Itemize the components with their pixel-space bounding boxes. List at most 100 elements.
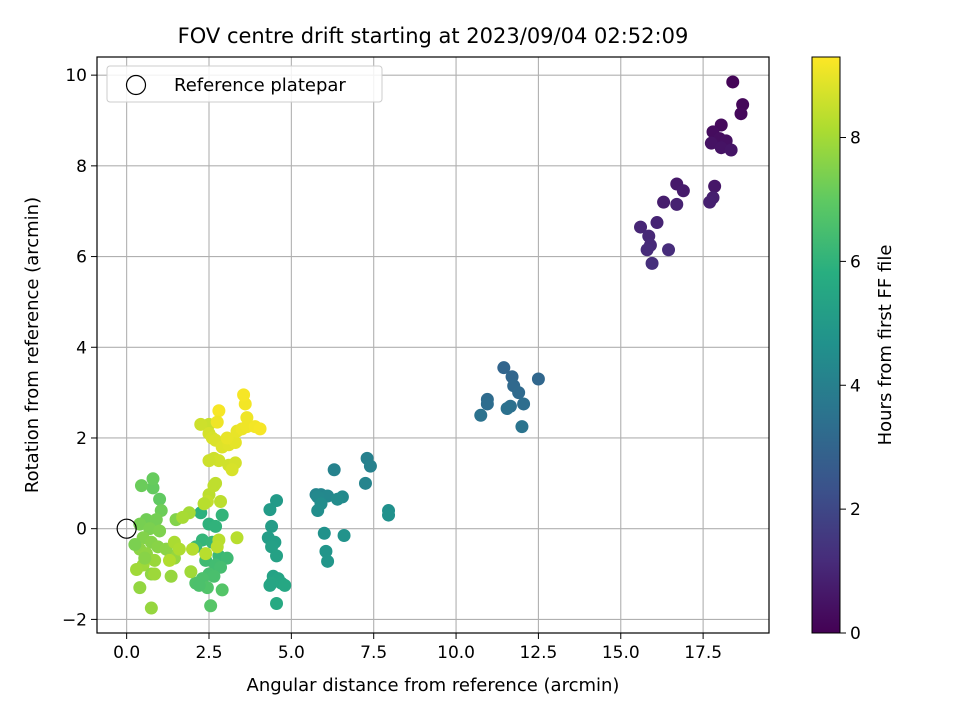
data-point <box>130 563 144 577</box>
data-point <box>500 401 514 415</box>
axis-ticks: 0.0 2.5 5.0 7.5 10.0 12.5 15.0 17.5 −2 0 2 4 6 8 10 <box>62 66 722 663</box>
data-point <box>708 179 722 193</box>
data-point <box>197 497 211 511</box>
data-point <box>480 397 494 411</box>
y-axis-label: Rotation from reference (arcmin) <box>22 197 43 493</box>
colorbar <box>811 56 841 634</box>
data-point <box>270 597 284 611</box>
y-tick-label: 4 <box>76 338 87 358</box>
legend: Reference platepar <box>106 65 383 103</box>
data-point <box>327 463 341 477</box>
data-point <box>186 542 200 556</box>
data-point <box>724 143 738 157</box>
data-point <box>278 578 292 592</box>
data-point <box>220 431 234 445</box>
data-points <box>128 75 750 615</box>
data-point <box>210 540 224 554</box>
data-point <box>676 184 690 198</box>
data-point <box>270 494 284 508</box>
data-point <box>194 417 208 431</box>
data-point <box>253 422 267 436</box>
data-point <box>714 141 728 155</box>
x-tick-label: 7.5 <box>360 643 387 663</box>
data-point <box>734 107 748 121</box>
data-point <box>703 195 717 209</box>
chart-title: FOV centre drift starting at 2023/09/04 … <box>178 24 689 48</box>
data-point <box>215 508 229 522</box>
data-point <box>176 510 190 524</box>
x-tick-label: 15.0 <box>602 643 640 663</box>
data-point <box>645 256 659 270</box>
data-point <box>164 569 178 583</box>
data-point <box>263 503 277 517</box>
x-tick-label: 0.0 <box>113 643 140 663</box>
legend-entry-label: Reference platepar <box>174 75 346 96</box>
data-point <box>515 420 529 434</box>
colorbar-tick-label: 2 <box>850 500 861 520</box>
data-point <box>512 386 526 400</box>
x-tick-label: 5.0 <box>278 643 305 663</box>
x-tick-label: 17.5 <box>684 643 722 663</box>
data-point <box>149 513 163 527</box>
data-point <box>270 549 284 563</box>
data-point <box>265 519 279 533</box>
data-point <box>382 508 396 522</box>
data-point <box>220 551 234 565</box>
colorbar-tick-label: 6 <box>850 252 861 272</box>
y-tick-label: 0 <box>76 520 87 540</box>
data-point <box>321 554 335 568</box>
reference-platepar-marker <box>116 518 137 539</box>
data-point <box>192 578 206 592</box>
data-point <box>363 459 377 473</box>
data-point <box>143 522 157 536</box>
y-tick-label: −2 <box>62 610 87 630</box>
data-point <box>209 519 223 533</box>
data-point <box>148 553 162 567</box>
y-tick-label: 2 <box>76 429 87 449</box>
data-point <box>146 472 160 486</box>
data-point <box>317 526 331 540</box>
data-point <box>497 361 511 375</box>
plot-frame <box>96 56 770 634</box>
data-point <box>207 569 221 583</box>
colorbar-tick-label: 4 <box>850 376 861 396</box>
data-point <box>199 547 213 561</box>
y-tick-label: 6 <box>76 248 87 268</box>
x-tick-label: 10.0 <box>437 643 475 663</box>
reference-marker-group <box>116 518 137 539</box>
data-point <box>311 504 325 518</box>
data-point <box>215 583 229 597</box>
colorbar-label: Hours from first FF file <box>875 245 896 446</box>
legend-box <box>106 65 383 103</box>
data-point <box>650 216 664 230</box>
colorbar-ticks: 0 2 4 6 8 <box>840 129 861 644</box>
data-point <box>330 492 344 506</box>
data-point <box>202 454 216 468</box>
y-tick-label: 10 <box>65 66 87 86</box>
data-point <box>640 243 654 257</box>
data-point <box>670 197 684 211</box>
data-point <box>657 195 671 209</box>
data-point <box>212 454 226 468</box>
data-point <box>240 411 254 425</box>
colorbar-tick-label: 8 <box>850 129 861 149</box>
data-point <box>128 538 142 552</box>
data-point <box>212 404 226 418</box>
data-point <box>237 388 251 402</box>
data-point <box>162 553 176 567</box>
data-point <box>662 243 676 257</box>
data-point <box>337 528 351 542</box>
data-point <box>204 599 218 613</box>
data-point <box>726 75 740 89</box>
data-point <box>225 463 239 477</box>
data-point <box>230 531 244 545</box>
data-point <box>214 560 228 574</box>
data-point <box>172 542 186 556</box>
data-point <box>358 476 372 490</box>
data-point <box>144 601 158 615</box>
data-point <box>133 581 147 595</box>
data-point <box>704 136 718 150</box>
data-point <box>214 494 228 508</box>
data-point <box>134 479 148 493</box>
